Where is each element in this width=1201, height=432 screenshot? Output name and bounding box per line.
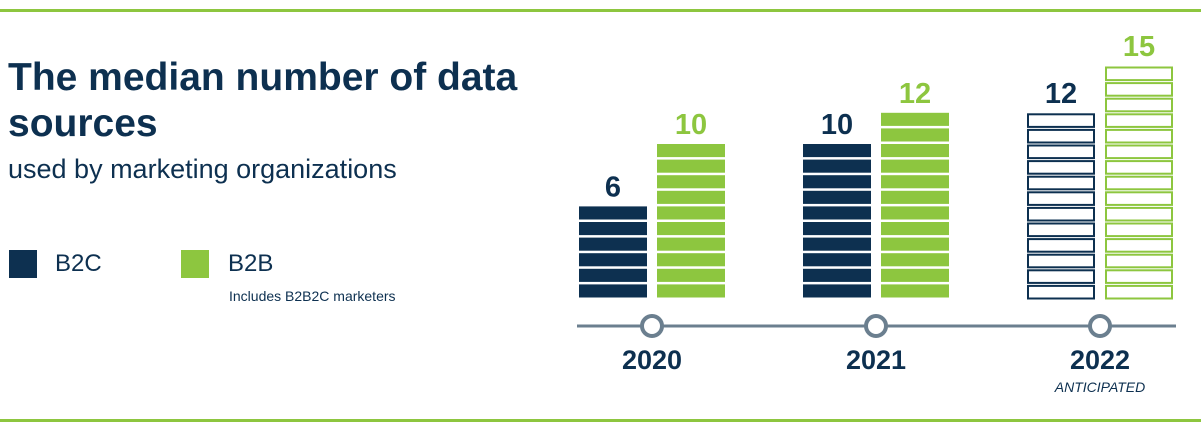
bar-segment: [1027, 269, 1095, 284]
bar-segment: [657, 144, 725, 158]
bar-segment: [803, 206, 871, 220]
bar-segment: [803, 237, 871, 251]
bar-segment: [881, 206, 949, 220]
bar-segment: [1027, 191, 1095, 206]
bar-segment: [881, 237, 949, 251]
bar-segment: [881, 253, 949, 267]
value-label-b2b-2022: 15: [1123, 31, 1155, 63]
bar-segment: [1027, 253, 1095, 269]
bar-segment: [579, 268, 647, 282]
bar-segment: [1105, 269, 1173, 284]
bar-segment: [579, 284, 647, 298]
legend-label-b2c: B2C: [55, 250, 102, 277]
bar-segment: [579, 253, 647, 267]
bar-segment: [881, 222, 949, 236]
bar-segment: [881, 159, 949, 173]
bar-segment: [803, 253, 871, 267]
bar-segment: [1105, 66, 1173, 82]
bar-segment: [657, 159, 725, 173]
bar-segment: [881, 144, 949, 158]
chart-subtitle: used by marketing organizations: [8, 154, 397, 184]
category-label-2021: 2021: [846, 345, 906, 375]
bar-segment: [579, 206, 647, 220]
bar-segment: [803, 175, 871, 189]
bar-segment: [803, 284, 871, 298]
bar-b2b-2022: [1105, 66, 1173, 300]
bar-segment: [1105, 113, 1173, 128]
bar-segment: [1105, 97, 1173, 113]
chart-title: The median number of data sources: [8, 56, 518, 145]
bar-b2c-2022: [1027, 113, 1095, 300]
bar-segment: [1027, 160, 1095, 175]
axis-marker-2021: [864, 314, 888, 338]
legend-swatch-b2c: [9, 250, 37, 278]
bar-b2c-2021: [803, 144, 871, 298]
bar-segment: [657, 190, 725, 204]
bar-segment: [657, 268, 725, 282]
bar-segment: [803, 268, 871, 282]
value-label-b2b-2020: 10: [675, 109, 707, 141]
bar-segment: [1027, 222, 1095, 238]
bar-b2c-2020: [579, 206, 647, 298]
bar-segment: [803, 159, 871, 173]
bar-segment: [1105, 82, 1173, 97]
bar-segment: [1105, 253, 1173, 269]
bar-segment: [881, 284, 949, 298]
bar-segment: [1105, 128, 1173, 144]
bar-segment: [579, 237, 647, 251]
bottom-divider: [0, 419, 1201, 422]
bar-segment: [657, 175, 725, 189]
bar-segment: [1105, 222, 1173, 238]
bar-b2b-2020: [657, 144, 725, 298]
bar-segment: [803, 190, 871, 204]
bar-segment: [1027, 238, 1095, 253]
bar-segment: [1027, 144, 1095, 160]
bar-segment: [1105, 191, 1173, 206]
bar-segment: [1027, 128, 1095, 144]
bar-segment: [1105, 238, 1173, 253]
bar-segment: [657, 284, 725, 298]
bar-segment: [803, 144, 871, 158]
bar-segment: [1027, 206, 1095, 222]
bar-segment: [881, 190, 949, 204]
bar-segment: [1105, 206, 1173, 222]
bar-segment: [881, 175, 949, 189]
bar-segment: [1105, 160, 1173, 175]
axis-marker-2022: [1088, 314, 1112, 338]
legend-label-b2b: B2B: [228, 250, 274, 277]
bar-segment: [881, 268, 949, 282]
value-label-b2c-2022: 12: [1045, 78, 1077, 110]
top-divider: [0, 9, 1201, 12]
category-label-2022: 2022: [1070, 345, 1130, 375]
bar-segment: [1105, 175, 1173, 191]
bar-segment: [1105, 284, 1173, 300]
bar-segment: [1027, 284, 1095, 300]
value-label-b2b-2021: 12: [899, 78, 931, 110]
legend-note-b2b: Includes B2B2C marketers: [229, 288, 396, 304]
bar-segment: [657, 237, 725, 251]
bar-segment: [1105, 144, 1173, 160]
bar-segment: [579, 222, 647, 236]
axis-marker-2020: [640, 314, 664, 338]
bar-segment: [657, 222, 725, 236]
value-label-b2c-2020: 6: [605, 171, 621, 203]
bar-segment: [881, 128, 949, 142]
bar-segment: [1027, 113, 1095, 128]
category-note-2022: ANTICIPATED: [1054, 379, 1146, 395]
bar-segment: [1027, 175, 1095, 191]
bar-segment: [881, 112, 949, 126]
legend-swatch-b2b: [181, 250, 209, 278]
bar-segment: [803, 222, 871, 236]
category-label-2020: 2020: [622, 345, 682, 375]
bar-segment: [657, 253, 725, 267]
bar-b2b-2021: [881, 112, 949, 298]
bar-segment: [657, 206, 725, 220]
value-label-b2c-2021: 10: [821, 109, 853, 141]
